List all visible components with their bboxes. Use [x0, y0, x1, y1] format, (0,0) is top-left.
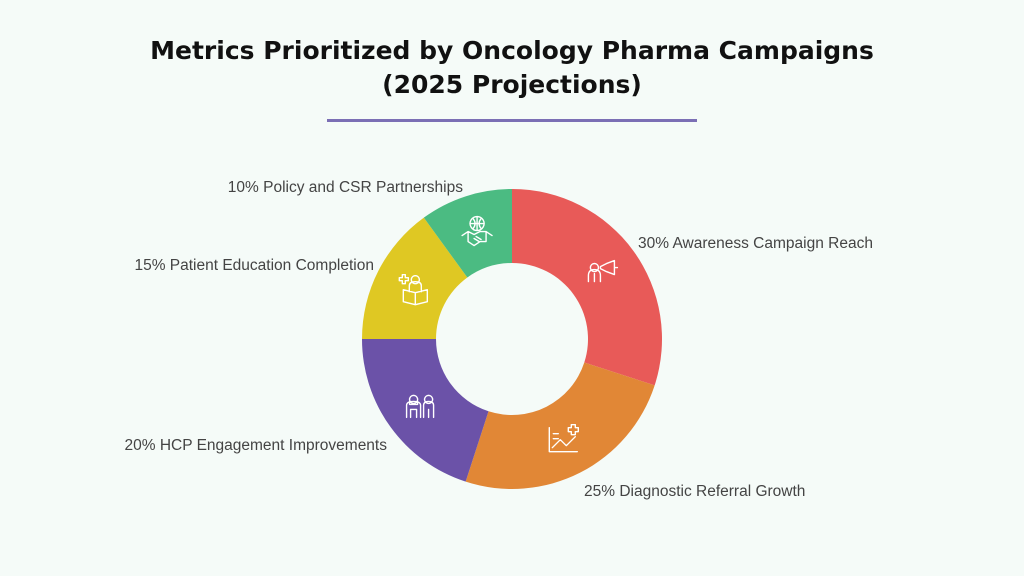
title-divider	[327, 119, 697, 122]
chart-title-line-1: Metrics Prioritized by Oncology Pharma C…	[150, 36, 874, 65]
slice-label-policy-and-csr-partnerships: 10% Policy and CSR Partnerships	[228, 179, 463, 196]
handshake-globe-icon	[461, 215, 493, 247]
slice-label-awareness-campaign-reach: 30% Awareness Campaign Reach	[638, 235, 873, 252]
donut-slice-awareness-campaign-reach	[512, 189, 662, 386]
reading-person-icon	[398, 273, 429, 306]
slice-label-hcp-engagement-improvements: 20% HCP Engagement Improvements	[125, 437, 388, 454]
donut-slice-hcp-engagement-improvements	[362, 339, 489, 482]
doctor-patient-icon	[405, 394, 435, 419]
slice-label-diagnostic-referral-growth: 25% Diagnostic Referral Growth	[584, 483, 805, 500]
chart-title-line-2: (2025 Projections)	[382, 70, 642, 99]
donut-slice-patient-education-completion	[362, 217, 468, 339]
megaphone-person-icon	[587, 259, 619, 283]
growth-chart-icon	[548, 423, 580, 453]
chart-title: Metrics Prioritized by Oncology Pharma C…	[0, 34, 1024, 102]
slice-label-patient-education-completion: 15% Patient Education Completion	[134, 257, 374, 274]
donut-slice-diagnostic-referral-growth	[465, 362, 655, 489]
